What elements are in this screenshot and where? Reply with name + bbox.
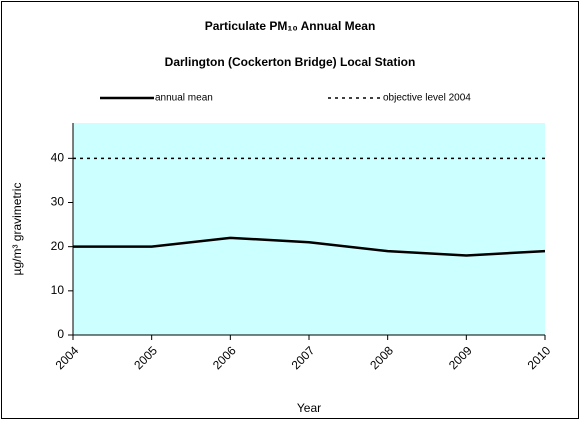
y-tick-label: 20	[51, 239, 65, 253]
y-tick-label: 40	[51, 151, 65, 165]
y-tick-label: 0	[57, 327, 64, 341]
y-tick-label: 10	[51, 283, 65, 297]
series-line	[73, 236, 546, 257]
chart-title: Particulate PM₁₀ Annual Mean	[205, 19, 376, 33]
y-axis-label: µg/m³ gravimetric	[10, 183, 24, 276]
y-tick-label: 30	[51, 195, 65, 209]
plot-area	[73, 123, 545, 335]
x-axis-label: Year	[297, 401, 321, 415]
legend-label: objective level 2004	[383, 93, 471, 104]
chart-subtitle: Darlington (Cockerton Bridge) Local Stat…	[165, 55, 416, 69]
legend-label: annual mean	[155, 93, 213, 104]
